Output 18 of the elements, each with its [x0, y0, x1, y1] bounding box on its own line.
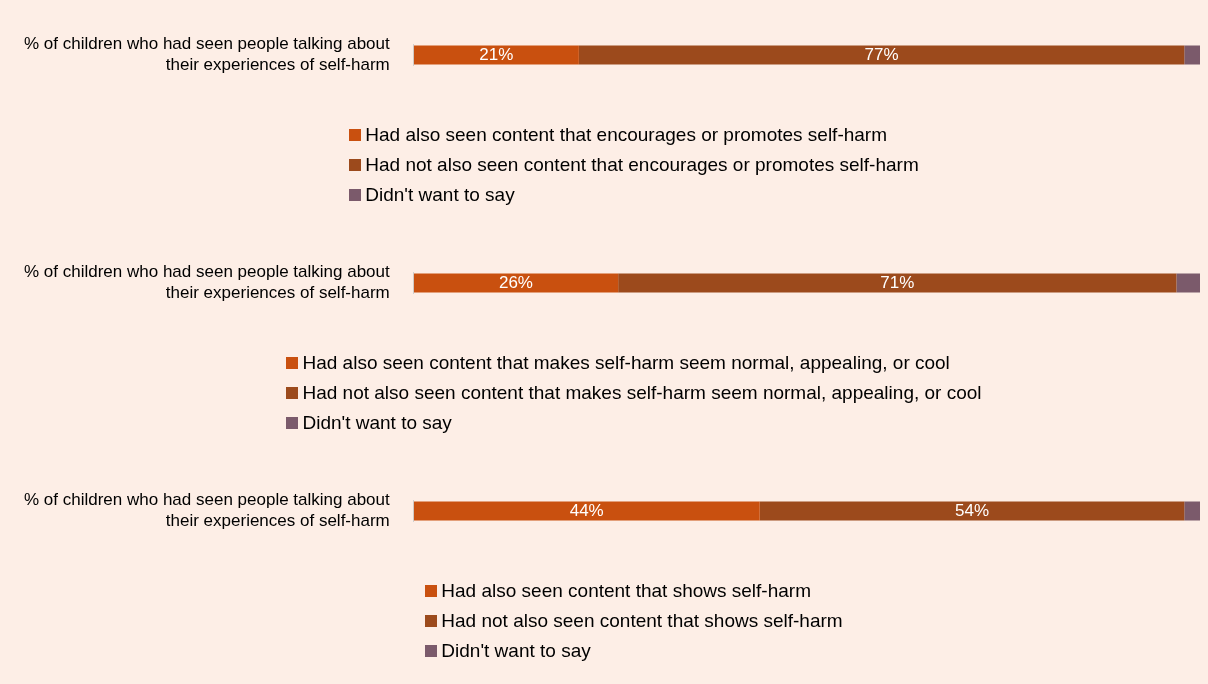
legend-label: Had also seen content that encourages or promotes self-harm	[365, 124, 888, 146]
legend-label: Had not also seen content that makes self-harm seem normal, appealing, or cool	[302, 382, 982, 404]
legend-label: Didn't want to say	[302, 412, 452, 434]
legend-label: Had not also seen content that encourages or promotes self-harm	[365, 154, 919, 176]
legend-label: Didn't want to say	[365, 184, 515, 206]
y-tick-label: % of children who had seen people talking about their experiences of self-harm	[23, 34, 391, 74]
data-label: 54%	[954, 500, 990, 520]
data-label: 21%	[479, 44, 514, 64]
legend-label: Had also seen content that shows self-harm	[441, 580, 811, 602]
data-label: 77%	[864, 44, 899, 64]
data-label: 26%	[498, 272, 533, 292]
legend-label: Had not also seen content that shows self-harm	[441, 610, 843, 632]
y-tick-label: % of children who had seen people talking about their experiences of self-harm	[23, 490, 391, 530]
data-label: 44%	[569, 500, 604, 520]
y-tick-label: % of children who had seen people talking about their experiences of self-harm	[23, 262, 391, 302]
legend-label: Had also seen content that makes self-harm seem normal, appealing, or cool	[302, 352, 950, 374]
legend-label: Didn't want to say	[441, 640, 591, 662]
data-label: 71%	[880, 272, 915, 292]
